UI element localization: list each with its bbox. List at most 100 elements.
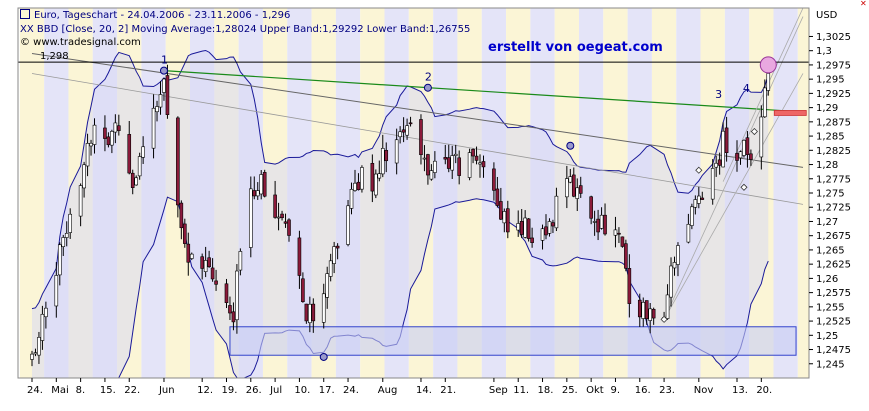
candle-body <box>380 148 385 175</box>
candle <box>686 213 691 244</box>
candle <box>141 136 145 164</box>
candle-body <box>78 185 83 217</box>
candle-body <box>408 122 413 125</box>
candle <box>262 169 267 198</box>
candle <box>106 132 111 148</box>
candle <box>40 305 45 350</box>
candle-body <box>492 168 496 191</box>
candle <box>749 149 753 166</box>
candle-body <box>641 302 646 319</box>
candle-body <box>335 245 340 249</box>
candle <box>665 284 670 320</box>
y-tick-label: 1,2825 <box>816 146 851 157</box>
candle-body <box>749 153 753 160</box>
candle <box>176 116 180 218</box>
candle <box>721 122 725 168</box>
candle-body <box>637 299 642 318</box>
candle <box>179 200 184 240</box>
week-stripe <box>797 8 809 378</box>
candle-body <box>544 226 548 236</box>
candle <box>672 256 677 276</box>
swing-low-marker <box>319 352 328 361</box>
candle <box>44 301 48 329</box>
channel-diamond <box>695 166 703 174</box>
candle <box>280 210 284 221</box>
candle-body <box>301 278 305 303</box>
candle-body <box>141 146 145 158</box>
candle-body <box>325 273 330 298</box>
candle <box>592 210 597 236</box>
candle-body <box>134 177 138 186</box>
candle-body <box>113 122 118 133</box>
target-marker <box>773 110 807 116</box>
candle <box>346 199 350 247</box>
upper-band <box>31 49 769 310</box>
candle <box>551 219 555 234</box>
candle-body <box>33 352 38 355</box>
candle-body <box>117 125 121 131</box>
candle-body <box>697 195 701 204</box>
candle-body <box>690 206 694 226</box>
candle-body <box>37 337 41 356</box>
candle <box>61 234 66 256</box>
candle-body <box>176 117 180 206</box>
x-tick-label: Jun <box>158 385 175 396</box>
candle <box>155 100 159 122</box>
candle <box>321 283 326 329</box>
candle-body <box>717 159 722 166</box>
candle <box>276 202 281 231</box>
candle-body <box>766 73 771 91</box>
candle <box>547 218 552 237</box>
candle <box>33 348 38 357</box>
close-icon[interactable]: ✕ <box>860 0 867 8</box>
currency-label: USD <box>816 10 838 21</box>
candle-body <box>273 194 277 218</box>
candle <box>575 178 580 212</box>
y-tick-label: 1,2575 <box>816 288 851 299</box>
candle-body <box>516 223 521 231</box>
candle-body <box>700 197 705 200</box>
y-tick-label: 1,2475 <box>816 345 851 356</box>
candle-body <box>92 124 97 145</box>
candle-body <box>453 153 458 156</box>
candle-body <box>248 188 253 248</box>
candle <box>68 208 73 239</box>
candle <box>481 155 486 178</box>
candle <box>273 180 277 219</box>
y-tick-label: 1,275 <box>816 189 845 200</box>
x-tick-label: 11. <box>513 385 529 396</box>
candle-body <box>356 181 361 191</box>
candle-body <box>200 256 204 269</box>
candle <box>82 161 86 198</box>
candle-body <box>332 246 336 264</box>
candle <box>248 176 253 258</box>
candle <box>762 79 767 119</box>
candle <box>523 210 527 239</box>
candle-body <box>672 262 677 269</box>
pivot-marker <box>423 83 432 92</box>
candle <box>759 105 764 170</box>
x-tick-label: 15. <box>100 385 116 396</box>
y-tick-label: 1,2775 <box>816 174 851 185</box>
x-tick-label: Sep <box>489 385 508 396</box>
candle-body <box>603 214 607 235</box>
candle-body <box>360 167 364 190</box>
candle-body <box>429 170 434 180</box>
y-tick-label: 1,245 <box>816 359 845 370</box>
candle <box>137 152 142 180</box>
candle-body <box>540 228 545 241</box>
x-tick-label: 24. <box>343 385 359 396</box>
candle-body <box>252 190 257 197</box>
candle <box>287 218 291 242</box>
x-tick-label: 8. <box>76 385 86 396</box>
candle-body <box>433 160 437 173</box>
candle-body <box>471 149 475 157</box>
candle <box>380 134 385 178</box>
candle-body <box>346 205 350 245</box>
candle-body <box>620 236 625 247</box>
candle <box>474 146 479 165</box>
candle <box>526 218 531 242</box>
chart-title: Euro, Tageschart - 24.04.2006 - 23.11.20… <box>20 9 290 21</box>
candle-body <box>693 199 698 208</box>
